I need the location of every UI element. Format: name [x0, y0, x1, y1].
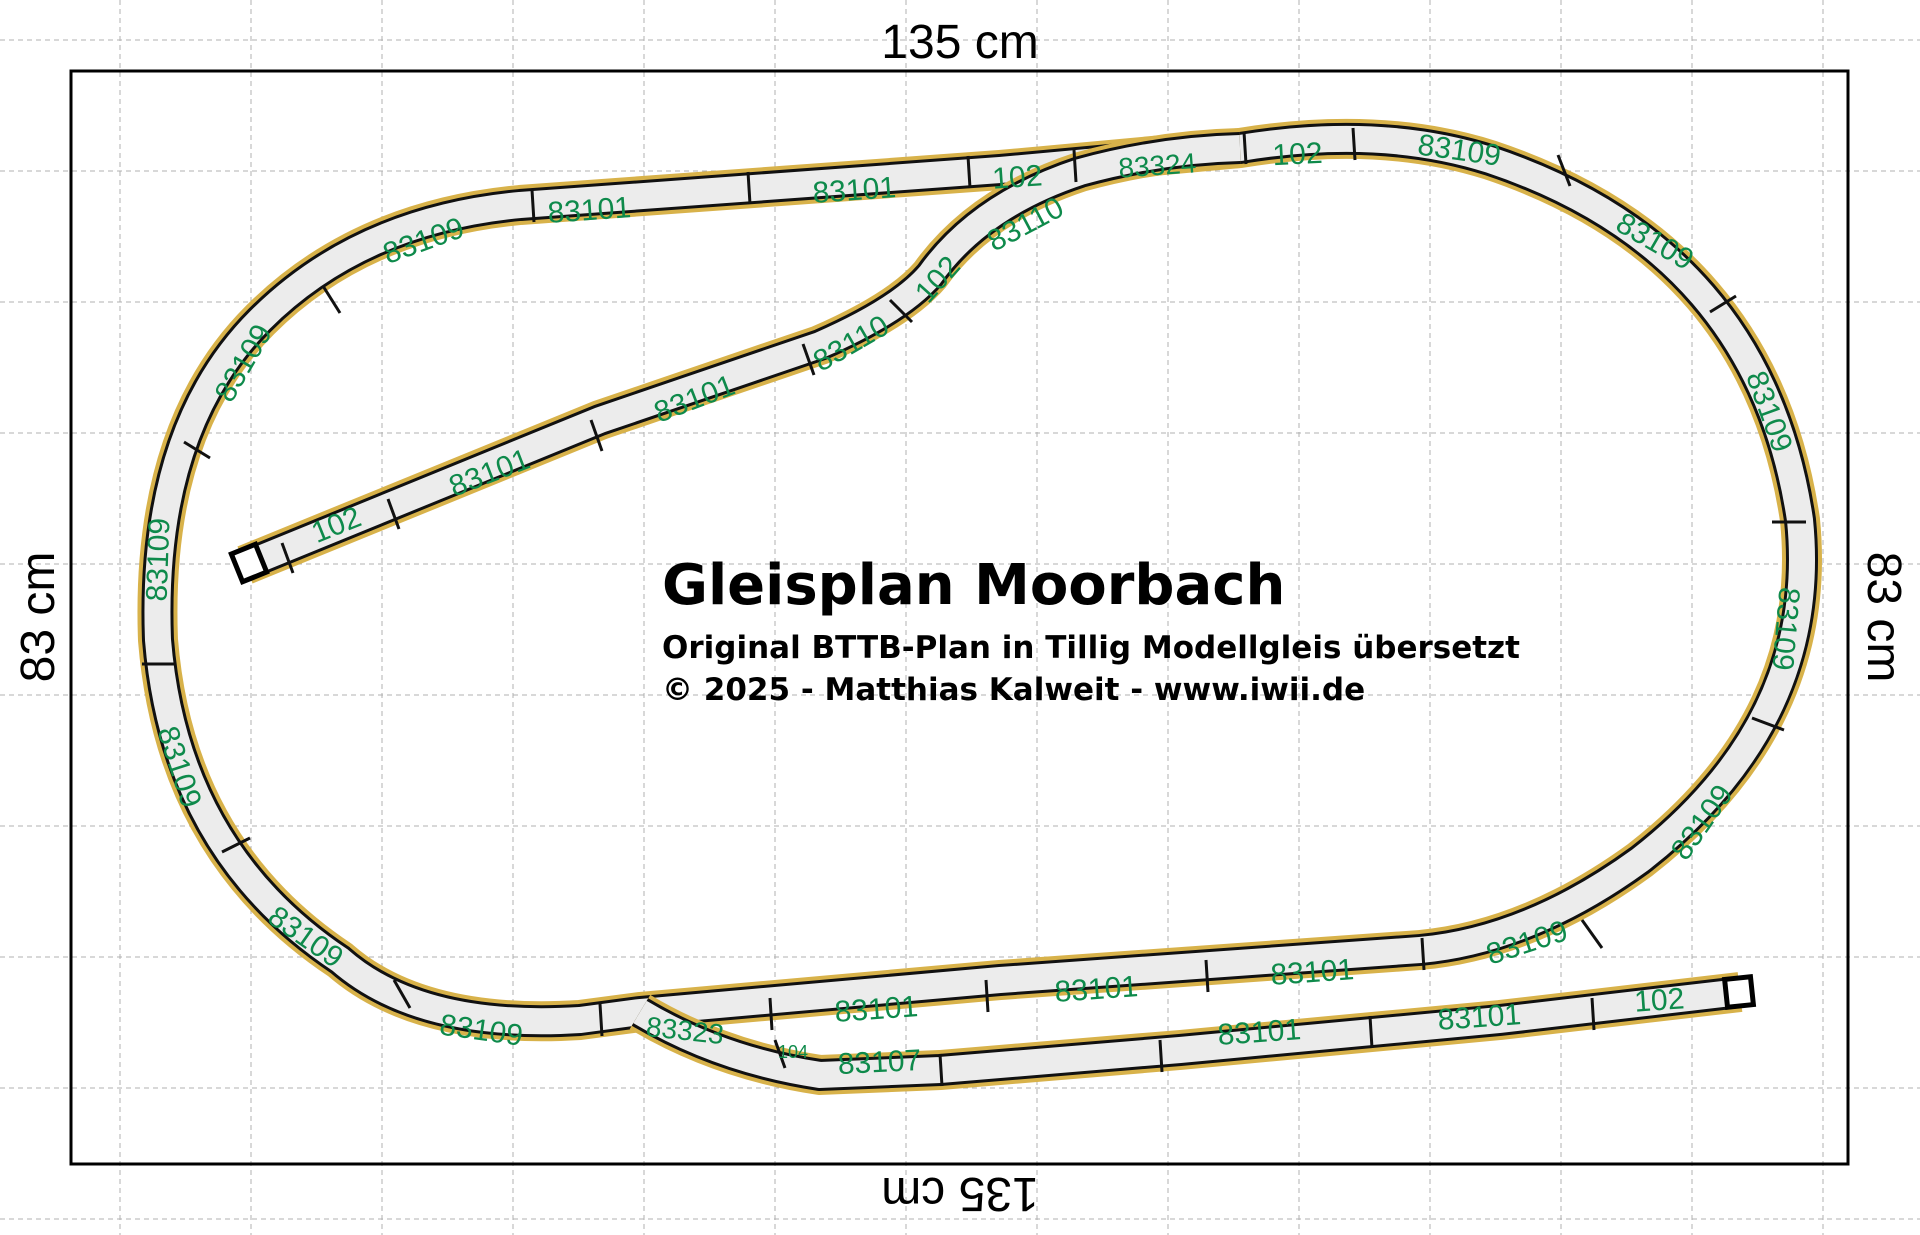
buffer-stop-left [228, 540, 270, 586]
track-label: 83109 [1416, 128, 1503, 172]
track-label: 83101 [1270, 953, 1356, 992]
dimension-bottom: 135 cm [881, 1167, 1038, 1220]
buffer-stop-right [1721, 973, 1757, 1011]
track-label: 83101 [1217, 1013, 1303, 1052]
plan-title: Gleisplan Moorbach [662, 553, 1285, 618]
track-label: 83324 [1117, 147, 1197, 183]
track-label: 102 [1272, 137, 1324, 173]
track-label: 83101 [1437, 998, 1523, 1037]
track-label: 83109 [1765, 586, 1805, 672]
track-label: 83101 [834, 990, 920, 1029]
plan-copyright: © 2025 - Matthias Kalweit - www.iwii.de [662, 672, 1365, 708]
dimension-top: 135 cm [881, 16, 1038, 69]
track-label: 104 [778, 1042, 808, 1062]
dimension-right: 83 cm [1857, 552, 1910, 683]
plan-subtitle: Original BTTB-Plan in Tillig Modellgleis… [662, 630, 1520, 666]
track-branch-upper [245, 148, 1240, 565]
track-label: 102 [991, 159, 1043, 195]
track-label: 83109 [141, 517, 177, 602]
track-label: 83101 [1054, 970, 1140, 1009]
board-border [69, 69, 1850, 1166]
track-label: 83107 [837, 1044, 922, 1081]
track-label: 83101 [547, 191, 633, 230]
segment-joints [142, 127, 1806, 1087]
track-label: 83101 [812, 171, 898, 210]
track-label: 102 [1633, 982, 1685, 1018]
dimension-left: 83 cm [12, 552, 65, 683]
